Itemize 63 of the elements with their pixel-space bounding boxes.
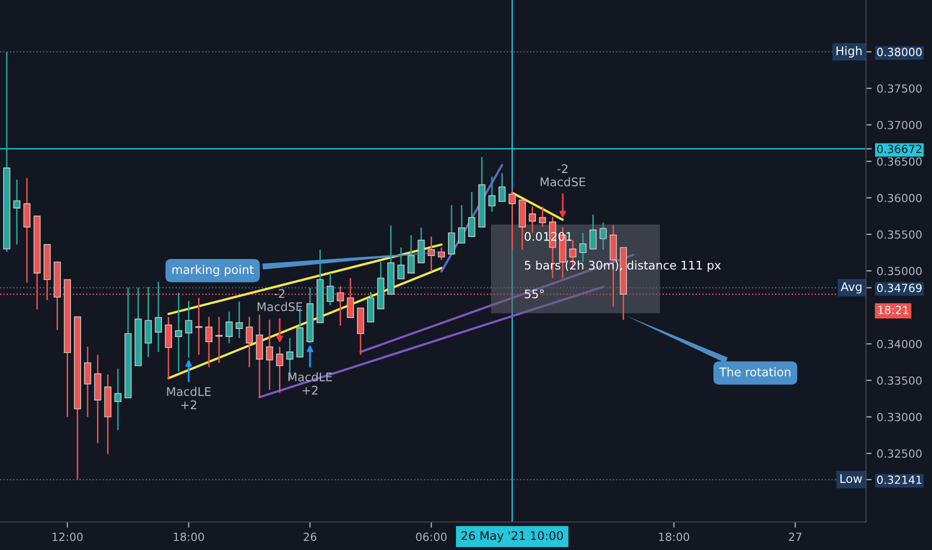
candlestick xyxy=(215,316,223,364)
candlestick xyxy=(84,346,92,418)
candlestick xyxy=(418,227,425,264)
annotation: -2 MacdSE xyxy=(258,289,302,312)
candlestick xyxy=(468,191,476,238)
y-tick-label: 0.36000 xyxy=(877,194,922,202)
y-tick-label: 0.38000 xyxy=(877,48,922,56)
candlestick xyxy=(154,281,162,353)
candlestick xyxy=(590,214,597,250)
candlestick xyxy=(600,222,607,250)
y-tick-label: 0.34769 xyxy=(877,284,922,292)
candlestick xyxy=(408,234,415,274)
text: 18:21 xyxy=(878,306,908,314)
y-tick-label: 0.33000 xyxy=(877,412,922,422)
candlestick xyxy=(23,177,31,284)
annotation: 55° xyxy=(524,289,544,298)
candlestick xyxy=(236,300,243,339)
y-tick-label: 0.35500 xyxy=(877,230,922,239)
candlestick xyxy=(498,172,506,202)
ref-line-label: Avg xyxy=(840,282,862,294)
x-tick-label: 18:00 xyxy=(659,532,690,542)
y-tick-label: 0.35000 xyxy=(877,266,922,276)
candlestick xyxy=(114,368,122,431)
candlestick xyxy=(195,297,202,356)
ref-line-label: High xyxy=(836,46,862,58)
candlestick xyxy=(226,311,233,344)
candlestick xyxy=(397,246,405,280)
x-tick-label: 12:00 xyxy=(52,532,83,542)
candlestick xyxy=(508,189,516,250)
ref-line-label: Low xyxy=(840,474,862,484)
y-tick-label: 0.36500 xyxy=(877,157,922,166)
candlestick xyxy=(488,176,496,212)
y-tick-label: 0.34000 xyxy=(877,340,922,348)
annotation: -2 MacdSE xyxy=(540,164,586,186)
candlestick xyxy=(266,319,274,391)
candlestick xyxy=(326,272,334,306)
annotation: MacdLE +2 xyxy=(167,386,211,410)
y-tick-label: 0.32141 xyxy=(877,476,922,484)
candlestick xyxy=(246,316,253,368)
candlestick xyxy=(13,178,20,246)
annotation: marking point xyxy=(172,264,254,276)
candlestick xyxy=(164,316,172,380)
candlestick xyxy=(144,286,152,358)
y-tick-label: 0.37000 xyxy=(877,120,922,130)
candlestick xyxy=(528,206,536,234)
x-tick-label: 27 xyxy=(788,532,802,541)
y-tick-label: 0.36672 xyxy=(877,144,922,154)
candlestick xyxy=(175,292,182,372)
y-tick-label: 0.37500 xyxy=(877,84,922,93)
candlestick xyxy=(185,300,192,358)
y-tick-label: 0.33500 xyxy=(877,376,922,385)
candlestick xyxy=(438,246,445,261)
candlestick xyxy=(458,204,466,244)
ref-line-label: 26 May '21 10:00 xyxy=(462,531,563,542)
x-tick-label: 26 xyxy=(304,532,316,542)
x-tick-label: 06:00 xyxy=(416,532,447,542)
candlestick xyxy=(538,206,546,228)
candlestick xyxy=(448,204,456,255)
annotation: The rotation xyxy=(719,367,790,376)
candlestick xyxy=(276,346,284,394)
x-tick-label: 18:00 xyxy=(174,532,204,542)
y-tick-label: 0.32500 xyxy=(877,449,922,458)
candlestick xyxy=(205,316,212,368)
